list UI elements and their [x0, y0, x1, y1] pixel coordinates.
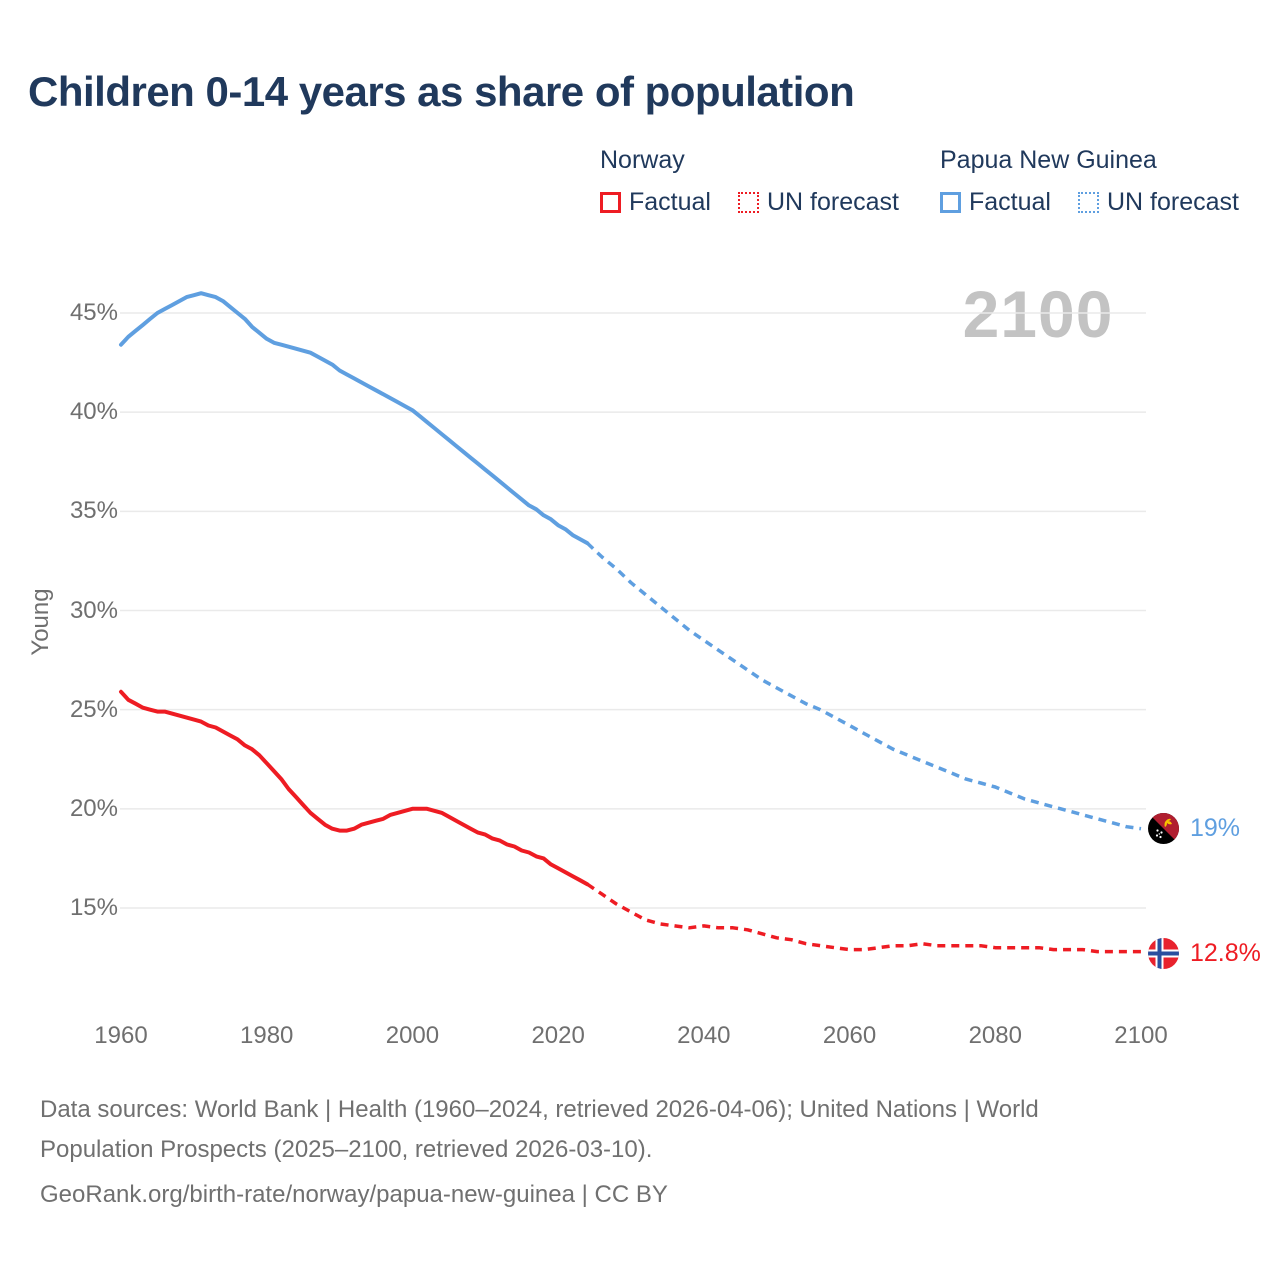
- y-axis-title: Young: [27, 588, 54, 656]
- page-title: Children 0-14 years as share of populati…: [28, 68, 855, 115]
- x-tick-label: 2040: [677, 1022, 731, 1049]
- legend-group-title: Norway: [600, 146, 685, 174]
- y-tick-label: 45%: [69, 299, 118, 326]
- legend-swatch-png-forecast-icon[interactable]: [1077, 191, 1099, 213]
- series-papua-new-guinea-un-forecast: [586, 541, 1142, 831]
- legend-swatch-norway-factual-icon[interactable]: [600, 191, 621, 213]
- data-sources-line: Population Prospects (2025–2100, retriev…: [40, 1136, 653, 1163]
- legend-group-papua-new-guinea: Papua New Guinea Factual UN forecast: [940, 146, 1239, 216]
- legend-item-png-forecast[interactable]: UN forecast: [1106, 187, 1239, 216]
- series-papua-new-guinea-factual: [119, 291, 590, 546]
- y-tick-label: 15%: [69, 894, 118, 921]
- legend-swatch-png-factual-icon[interactable]: [940, 191, 961, 213]
- y-tick-label: 40%: [69, 398, 118, 426]
- y-tick-label: 30%: [69, 596, 118, 624]
- norway-flag-icon: [1148, 938, 1179, 969]
- x-tick-label: 2060: [822, 1022, 877, 1049]
- x-tick-label: 2080: [968, 1022, 1022, 1049]
- series-norway-factual: [119, 689, 590, 887]
- y-tick-label: 20%: [69, 794, 118, 822]
- legend-group-title: Papua New Guinea: [940, 146, 1157, 174]
- x-tick-label: 1980: [240, 1022, 294, 1049]
- legend-item-norway-forecast[interactable]: UN forecast: [766, 187, 899, 216]
- png-end-value-label: 19%: [1190, 814, 1241, 842]
- source-url-line[interactable]: GeoRank.org/birth-rate/norway/papua-new-…: [40, 1181, 668, 1208]
- x-tick-label: 1960: [94, 1022, 148, 1049]
- legend-swatch-norway-forecast-icon[interactable]: [737, 191, 759, 213]
- watermark-year: 2100: [962, 277, 1114, 351]
- norway-end-value-label: 12.8%: [1190, 939, 1261, 967]
- x-tick-label: 2100: [1114, 1022, 1168, 1049]
- footer: Data sources: World Bank | Health (1960–…: [40, 1090, 1240, 1215]
- data-sources-line: Data sources: World Bank | Health (1960–…: [40, 1096, 1039, 1123]
- y-tick-label: 35%: [69, 497, 118, 525]
- y-tick-label: 25%: [69, 695, 118, 723]
- legend-item-norway-factual[interactable]: Factual: [629, 187, 711, 216]
- x-tick-label: 2020: [531, 1022, 585, 1049]
- legend-group-norway: Norway Factual UN forecast: [600, 146, 899, 216]
- legend-item-png-factual[interactable]: Factual: [969, 187, 1051, 216]
- series-norway-un-forecast: [586, 882, 1141, 954]
- papua-new-guinea-flag-icon: [1148, 813, 1179, 844]
- x-tick-label: 2000: [385, 1022, 440, 1049]
